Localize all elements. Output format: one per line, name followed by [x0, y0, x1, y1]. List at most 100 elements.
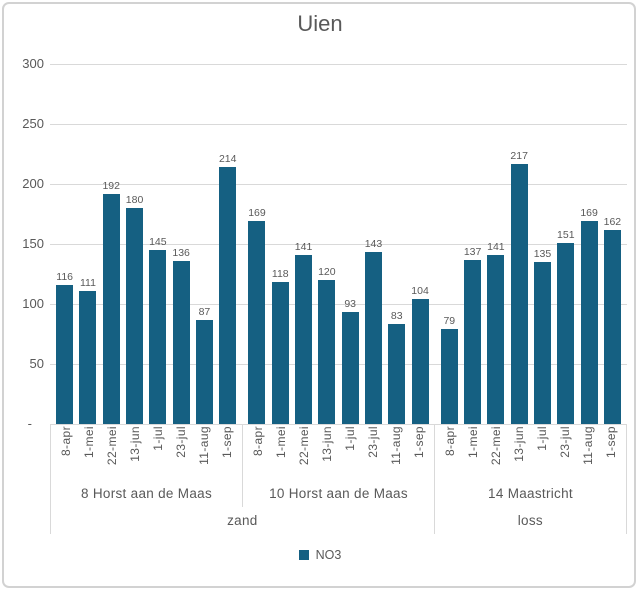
date-cell-group-2: 8-apr 1-mei 22-mei 13-jun 1-jul 23-jul 11-aug 1…: [242, 424, 434, 480]
bar-slot-1-jul: 145: [146, 64, 169, 424]
date-slot: 1-sep: [216, 426, 239, 458]
bar-no3-1-sep[interactable]: [603, 230, 621, 424]
date-labels-row: 8-apr 1-mei 22-mei 13-jun 1-jul 23-jul 11-aug 1…: [50, 424, 627, 480]
y-tick-label: -: [27, 416, 32, 431]
bar-value-label: 141: [487, 241, 505, 253]
bar-no3-11-aug[interactable]: [195, 320, 213, 424]
bar-slot-8-apr: 79: [438, 64, 461, 424]
bar-no3-1-mei[interactable]: [79, 291, 97, 424]
bar-slot-8-apr: 116: [53, 64, 76, 424]
bar-no3-1-jul[interactable]: [341, 312, 359, 424]
bar-no3-1-mei[interactable]: [464, 260, 482, 424]
date-slot: 11-aug: [577, 426, 600, 465]
date-label: 22-mei: [104, 426, 119, 466]
bar-value-label: 192: [102, 180, 120, 192]
date-slot: 13-jun: [507, 426, 530, 462]
bar-value-label: 120: [318, 266, 336, 278]
date-label: 8-apr: [442, 426, 457, 457]
bar-value-label: 104: [411, 285, 429, 297]
date-cell-group-1: 8-apr 1-mei 22-mei 13-jun 1-jul 23-jul 11-aug 1…: [50, 424, 242, 480]
soil-label: loss: [517, 513, 543, 528]
date-slot: 1-jul: [531, 426, 554, 451]
legend-swatch-no3: [298, 550, 309, 560]
bar-no3-13-jun[interactable]: [126, 208, 144, 424]
date-label: 1-jul: [343, 426, 358, 451]
date-label: 23-jul: [558, 426, 573, 458]
bar-no3-1-mei[interactable]: [271, 282, 289, 424]
date-slot: 1-sep: [408, 426, 431, 458]
group-label: 10 Horst aan de Maas: [269, 486, 408, 501]
x-axis-line: [50, 424, 627, 425]
bar-no3-1-sep[interactable]: [219, 167, 237, 424]
bar-slot-8-apr: 169: [245, 64, 268, 424]
date-label: 1-mei: [273, 426, 288, 459]
bar-no3-1-jul[interactable]: [149, 250, 167, 424]
bar-no3-23-jul[interactable]: [557, 243, 575, 424]
bar-no3-13-jun[interactable]: [510, 164, 528, 424]
bar-value-label: 137: [463, 246, 482, 258]
date-slot: 13-jun: [123, 426, 146, 462]
date-slot: 23-jul: [554, 426, 577, 458]
date-slot: 13-jun: [315, 426, 338, 462]
bar-slot-23-jul: 143: [362, 64, 385, 424]
date-slot: 1-mei: [461, 426, 484, 458]
bar-no3-22-mei[interactable]: [295, 255, 313, 424]
bar-value-label: 214: [218, 153, 237, 165]
bar-slot-11-aug: 87: [193, 64, 216, 424]
date-slot: 22-mei: [484, 426, 507, 465]
bar-no3-8-apr[interactable]: [248, 221, 266, 424]
bar-slot-1-sep: 214: [216, 64, 239, 424]
bar-group-1: 116 111 192 180 145 136 87 214: [50, 64, 242, 424]
bar-slot-22-mei: 141: [484, 64, 507, 424]
date-label: 13-jun: [127, 426, 142, 462]
date-slot: 8-apr: [54, 426, 77, 456]
gridline: [50, 64, 627, 65]
date-label: 11-aug: [197, 426, 212, 465]
bar-no3-11-aug[interactable]: [580, 221, 598, 424]
bar-no3-23-jul[interactable]: [364, 252, 382, 424]
bar-value-label: 141: [294, 241, 313, 253]
gridline: [50, 304, 627, 305]
date-label: 23-jul: [366, 426, 381, 458]
legend-label-no3: NO3: [315, 548, 342, 562]
bar-value-label: 136: [172, 247, 190, 259]
date-slot: 8-apr: [246, 426, 269, 456]
bar-group-2: 169 118 141 120 93 143 83 104: [242, 64, 434, 424]
y-tick-label: 200: [22, 176, 44, 191]
y-tick-label: 100: [22, 296, 44, 311]
bar-no3-1-sep[interactable]: [411, 299, 429, 424]
date-slot: 1-sep: [600, 426, 623, 458]
y-tick-label: 300: [22, 56, 44, 71]
bar-no3-1-jul[interactable]: [533, 262, 551, 424]
date-slot: 1-mei: [77, 426, 100, 458]
bars-layer: 116 111 192 180 145 136 87 214 169 118 141 120 93 143…: [50, 64, 627, 424]
bar-no3-23-jul[interactable]: [172, 261, 190, 424]
bar-value-label: 169: [580, 207, 598, 219]
bar-no3-8-apr[interactable]: [440, 329, 458, 424]
date-label: 1-sep: [604, 426, 619, 459]
legend: NO3: [0, 548, 640, 562]
date-label: 1-mei: [81, 426, 96, 459]
bar-no3-11-aug[interactable]: [388, 324, 406, 424]
bar-value-label: 87: [198, 306, 211, 318]
bar-no3-22-mei[interactable]: [487, 255, 505, 424]
bar-slot-1-sep: 104: [408, 64, 431, 424]
bar-no3-13-jun[interactable]: [318, 280, 336, 424]
soil-label-cell-loss: loss: [433, 507, 627, 534]
group-label-cell: 8 Horst aan de Maas: [50, 480, 242, 507]
bar-no3-8-apr[interactable]: [56, 285, 74, 424]
date-slot: 22-mei: [292, 426, 315, 465]
plot-area: [50, 64, 627, 425]
date-slot: 22-mei: [100, 426, 123, 465]
bar-slot-1-mei: 111: [76, 64, 99, 424]
date-label: 23-jul: [174, 426, 189, 458]
date-slot: 8-apr: [438, 426, 461, 456]
bar-group-3: 79 137 141 217 135 151 169 162: [435, 64, 627, 424]
bar-slot-1-jul: 93: [339, 64, 362, 424]
bar-no3-22-mei[interactable]: [102, 194, 120, 424]
date-slot: 11-aug: [385, 426, 408, 465]
bar-value-label: 135: [533, 248, 552, 260]
date-label: 1-jul: [535, 426, 550, 451]
date-slot: 23-jul: [170, 426, 193, 458]
bar-slot-23-jul: 151: [554, 64, 577, 424]
